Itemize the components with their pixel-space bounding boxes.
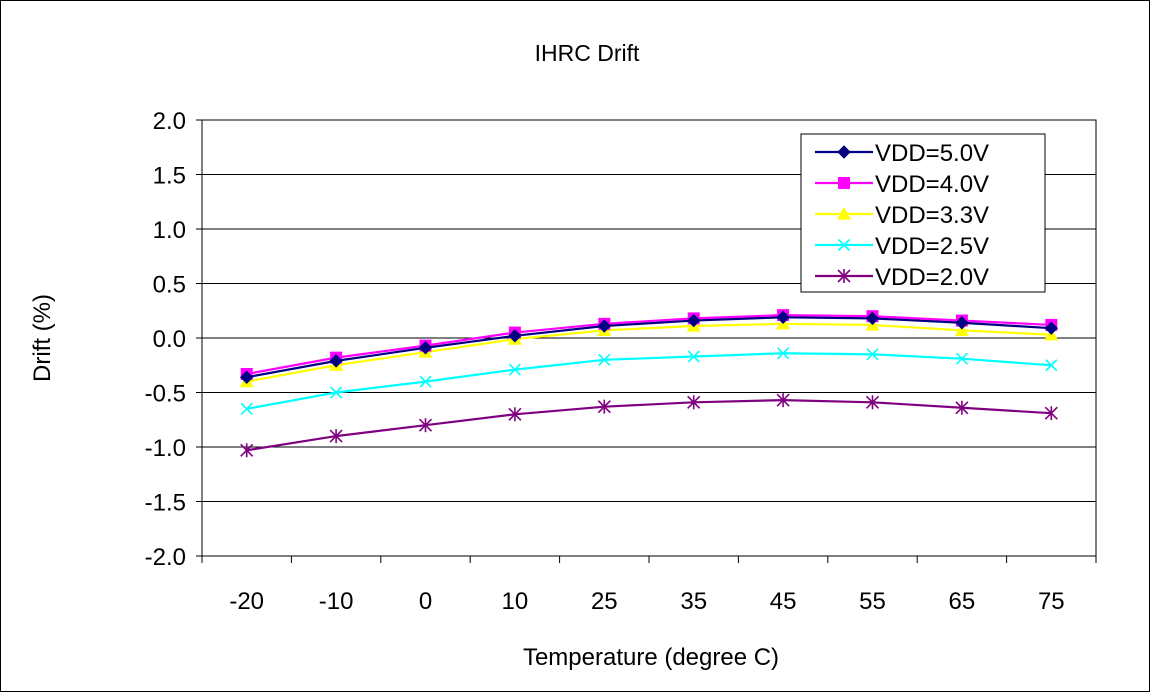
legend-label: VDD=2.0V bbox=[875, 264, 989, 291]
legend-label: VDD=5.0V bbox=[875, 140, 989, 167]
legend-label: VDD=2.5V bbox=[875, 233, 989, 260]
legend-marker bbox=[838, 177, 850, 189]
x-tick-label: 45 bbox=[770, 588, 797, 615]
y-tick-label: -2.0 bbox=[145, 544, 186, 571]
x-tick-label: 55 bbox=[859, 588, 886, 615]
y-axis-label: Drift (%) bbox=[29, 294, 56, 382]
x-tick-label: 65 bbox=[949, 588, 976, 615]
x-tick-label: 75 bbox=[1038, 588, 1065, 615]
series-line bbox=[247, 400, 1052, 450]
y-tick-label: 0.5 bbox=[153, 272, 186, 299]
y-tick-label: -1.5 bbox=[145, 490, 186, 517]
legend-label: VDD=4.0V bbox=[875, 171, 989, 198]
y-tick-label: 2.0 bbox=[153, 108, 186, 135]
x-tick-label: 0 bbox=[419, 588, 432, 615]
x-tick-label: 10 bbox=[502, 588, 529, 615]
y-tick-label: -0.5 bbox=[145, 381, 186, 408]
series-vdd-3-3v bbox=[240, 317, 1059, 387]
x-tick-label: -20 bbox=[229, 588, 264, 615]
series-vdd-4-0v bbox=[241, 309, 1058, 380]
x-axis-label: Temperature (degree C) bbox=[523, 644, 779, 671]
x-tick-label: 25 bbox=[591, 588, 618, 615]
x-tick-label: 35 bbox=[680, 588, 707, 615]
y-tick-label: 0.0 bbox=[153, 326, 186, 353]
x-tick-label: -10 bbox=[319, 588, 354, 615]
series-vdd-2-0v bbox=[241, 393, 1058, 457]
y-tick-label: -1.0 bbox=[145, 435, 186, 462]
y-tick-label: 1.0 bbox=[153, 217, 186, 244]
series-line bbox=[247, 317, 1052, 377]
chart-title: IHRC Drift bbox=[535, 40, 640, 66]
legend: VDD=5.0V VDD=4.0V VDD=3.3V VDD=2.5V VDD=2.0V bbox=[801, 134, 1045, 292]
y-tick-label: 1.5 bbox=[153, 163, 186, 190]
legend-label: VDD=3.3V bbox=[875, 202, 989, 229]
